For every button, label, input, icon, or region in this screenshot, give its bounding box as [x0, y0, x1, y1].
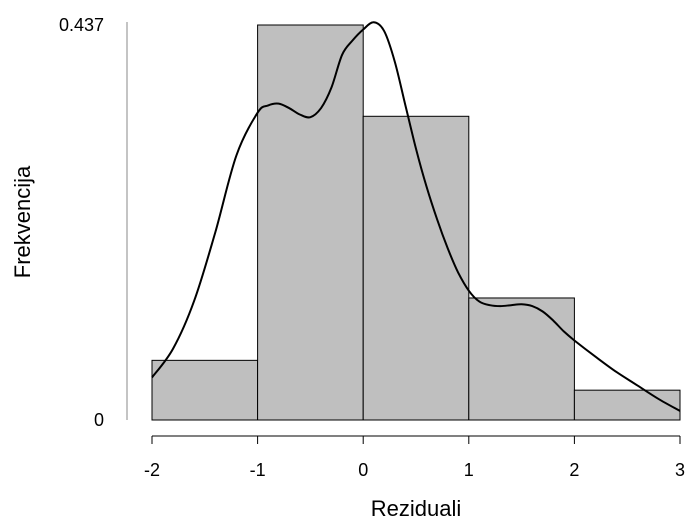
y-tick-label-0: 0	[94, 410, 104, 430]
density-curve	[151, 21, 681, 412]
histogram-bars	[151, 24, 681, 421]
x-tick-label-5: 3	[675, 460, 685, 480]
x-tick-label-2: 0	[358, 460, 368, 480]
histogram-bar-0	[151, 359, 259, 421]
histogram-bar-3	[468, 297, 575, 421]
x-axis: -2 -1 0 1 2 3	[144, 435, 685, 480]
histogram-bar-4	[573, 389, 681, 421]
histogram-bar-2	[362, 115, 470, 421]
x-tick-label-0: -2	[144, 460, 160, 480]
histogram-bar-1	[257, 24, 364, 421]
x-tick-label-1: -1	[250, 460, 266, 480]
x-tick-label-4: 2	[569, 460, 579, 480]
y-axis-title: Frekvencija	[10, 165, 35, 278]
y-tick-label-1: 0.437	[59, 15, 104, 35]
y-axis-ticks: 0 0.437	[59, 15, 104, 430]
x-tick-label-3: 1	[464, 460, 474, 480]
x-axis-title: Reziduali	[371, 496, 462, 521]
